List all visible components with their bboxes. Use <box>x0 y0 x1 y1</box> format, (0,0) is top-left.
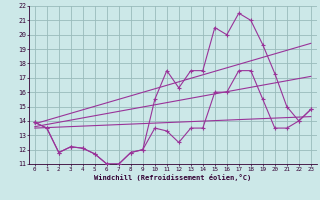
X-axis label: Windchill (Refroidissement éolien,°C): Windchill (Refroidissement éolien,°C) <box>94 174 252 181</box>
